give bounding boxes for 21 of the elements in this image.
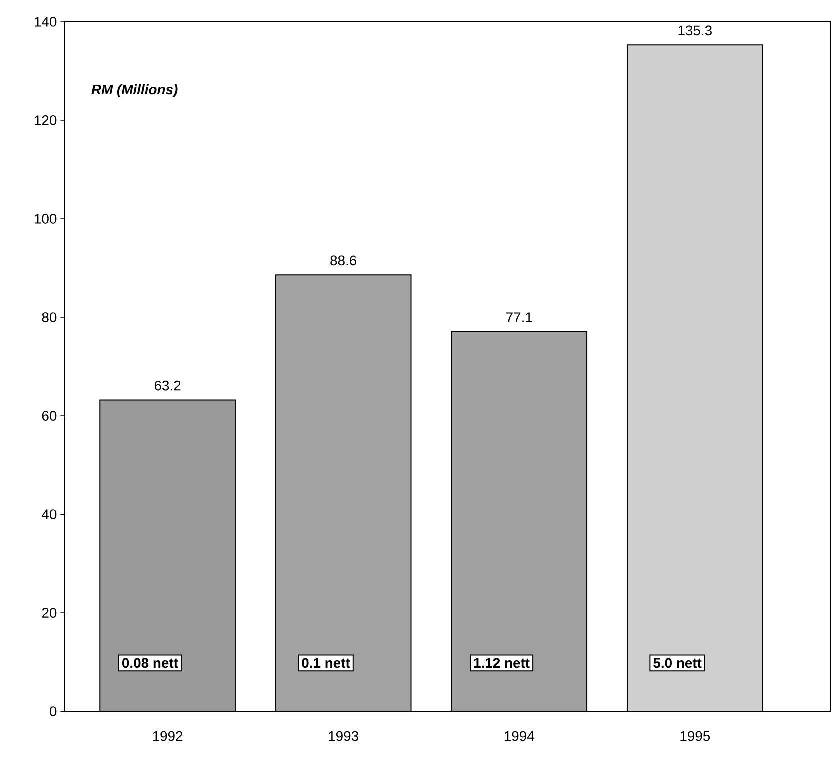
data-label: 77.1 [506, 312, 532, 323]
y-tick-label: 80 [42, 312, 57, 323]
data-label: 135.3 [678, 26, 712, 36]
y-tick-label: 100 [35, 214, 57, 224]
x-tick-label: 1995 [680, 732, 710, 742]
y-tick-label: 0 [50, 706, 57, 717]
x-tick-label: 1994 [504, 732, 534, 742]
annotation: 5.0 nett [654, 658, 702, 668]
data-label: 88.6 [330, 256, 357, 266]
annotation: 1.12 nett [474, 658, 530, 668]
x-tick-label: 1993 [329, 732, 358, 742]
y-axis-title: RM (Millions) [92, 84, 178, 98]
y-tick-label: 20 [42, 608, 57, 618]
annotation: 0.08 nett [122, 658, 178, 668]
y-tick-label: 60 [42, 411, 57, 422]
x-tick-label: 1992 [153, 732, 183, 742]
y-tick-label: 140 [35, 17, 57, 28]
y-tick-label: 40 [42, 510, 57, 520]
data-label: 63.2 [154, 381, 181, 391]
y-tick-label: 120 [35, 116, 57, 126]
annotation: 0.1 nett [302, 658, 350, 668]
